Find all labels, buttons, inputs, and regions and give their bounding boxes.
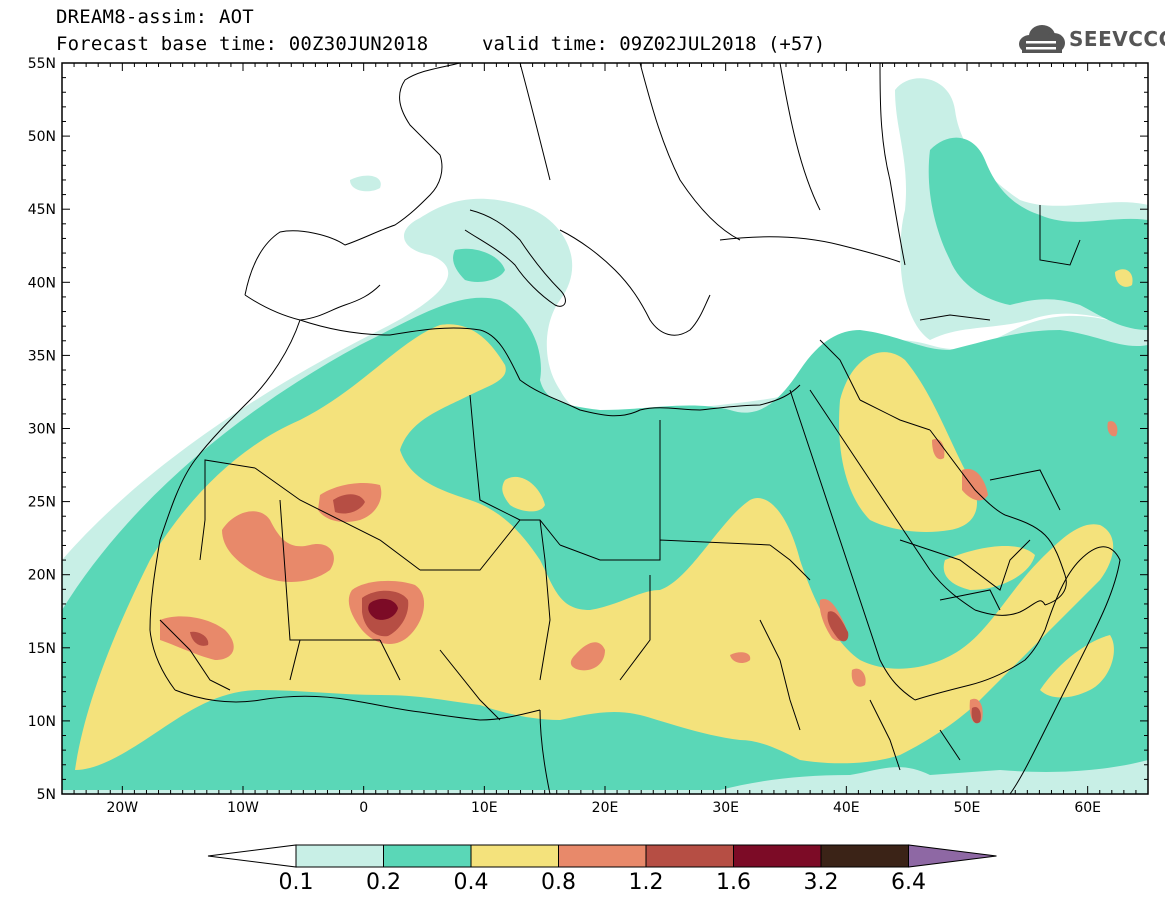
lat-label: 15N [28,641,56,657]
lon-label: 60E [1074,800,1101,816]
axis-ticks [61,62,1149,795]
lat-label: 10N [28,714,56,730]
lat-label: 5N [37,787,56,803]
lon-label: 30E [712,800,739,816]
lon-label: 20E [592,800,619,816]
lat-label: 25N [28,495,56,511]
colorbar-label: 0.4 [454,870,489,895]
lon-label: 40E [833,800,860,816]
colorbar-label: 6.4 [891,870,926,895]
aot-level-0-4 [75,269,1133,770]
colorbar-segment [383,844,472,868]
lon-label: 10E [471,800,498,816]
lon-label: 20W [106,800,138,816]
colorbar-segment [558,844,647,868]
seevccc-logo: SEEVCCC [1016,22,1165,60]
aot-level-1-6 [368,598,398,620]
lat-label: 50N [28,129,56,145]
country-borders [149,63,1121,794]
lon-label: 50E [954,800,981,816]
cloud-icon [1019,25,1065,53]
colorbar-segment [733,844,822,868]
colorbar-label: 1.6 [716,870,751,895]
map-field [62,63,1148,794]
colorbar-label: 1.2 [629,870,664,895]
colorbar-label: 0.1 [279,870,314,895]
latitude-labels: 55N 50N 45N 40N 35N 30N 25N 20N 15N 10N 5N [28,56,56,803]
colorbar-label: 0.8 [541,870,576,895]
lat-label: 55N [28,56,56,72]
lat-label: 35N [28,348,56,364]
colorbar-segment [295,844,384,868]
colorbar-segment [470,844,559,868]
colorbar-under-triangle [207,844,297,868]
logo-text: SEEVCCC [1069,27,1165,51]
lat-label: 45N [28,202,56,218]
lon-label: 0 [359,800,368,816]
lat-label: 40N [28,275,56,291]
lon-label: 10W [227,800,259,816]
lat-label: 30N [28,422,56,438]
colorbar-label: 3.2 [804,870,839,895]
longitude-labels: 20W 10W 0 10E 20E 30E 40E 50E 60E [106,800,1101,816]
colorbar-label: 0.2 [366,870,401,895]
title-valid-time: valid time: 09Z02JUL2018 (+57) [482,33,826,55]
title-line-product: DREAM8-assim: AOT [56,6,254,28]
colorbar-segment [820,844,909,868]
lat-label: 20N [28,568,56,584]
colorbar-segment [645,844,734,868]
colorbar-over-triangle [908,844,997,868]
colorbar: 0.1 0.2 0.4 0.8 1.2 1.6 3.2 6.4 [207,844,997,895]
title-line-base-time: Forecast base time: 00Z30JUN2018 [56,33,429,55]
